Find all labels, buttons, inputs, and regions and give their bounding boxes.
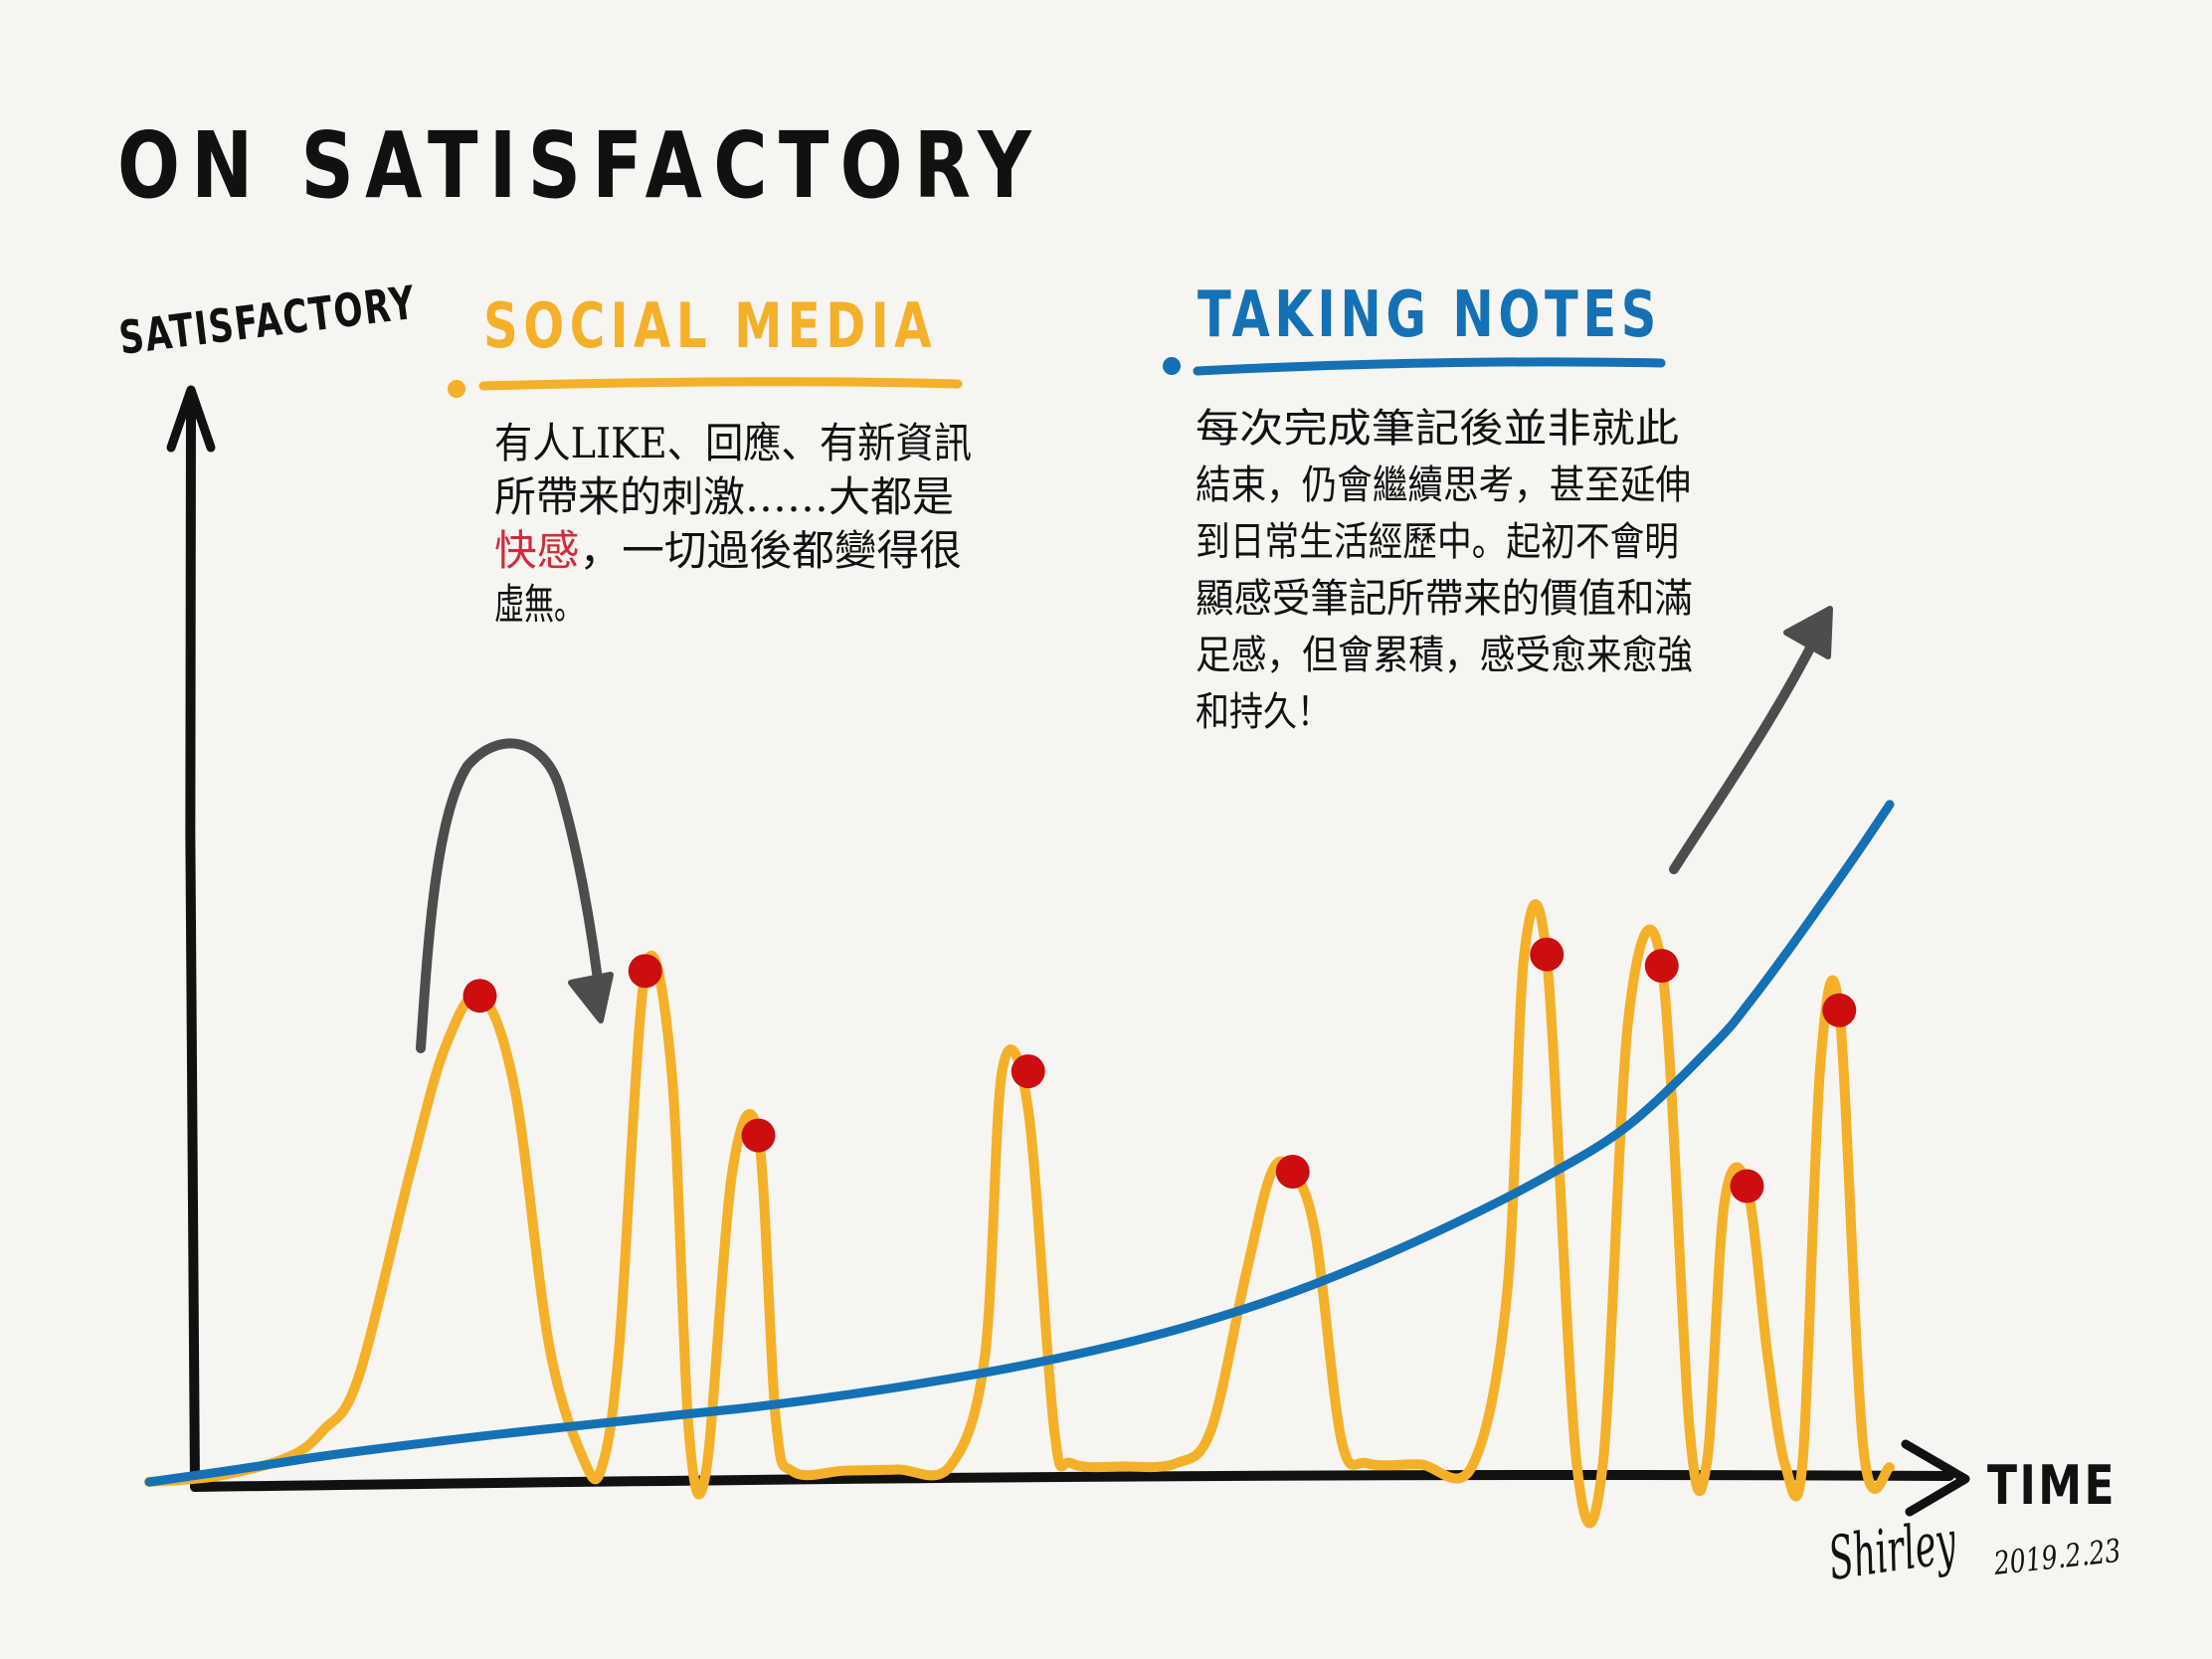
social-media-line xyxy=(144,899,1895,1529)
peak-dot-9 xyxy=(1822,993,1857,1027)
peak-dot-5 xyxy=(1275,1155,1310,1189)
social-media-series xyxy=(144,377,1895,1529)
date-label: 2019.2.23 xyxy=(1991,1532,2122,1582)
trend-arrows xyxy=(416,606,1833,1053)
x-axis-label: TIME xyxy=(1987,1454,2117,1517)
highlight-text: 快感 xyxy=(494,526,579,575)
annotation-text: ，一切過後都變得很 xyxy=(579,526,962,575)
notes-text-line-1: 每次完成筆記後並非就此 xyxy=(1196,406,1679,452)
notes-text-line-6: 和持久！ xyxy=(1196,689,1331,735)
y-axis-arrowhead xyxy=(166,385,216,453)
y-axis-label: SATISFACTORY xyxy=(116,276,419,365)
page-title: ON SATISFACTORY xyxy=(117,112,1042,219)
taking-notes-underline xyxy=(1193,357,1666,376)
peak-dot-6 xyxy=(1530,937,1565,972)
notes-text-line-3: 到日常生活經歷中。起初不會明 xyxy=(1196,519,1679,565)
taking-notes-heading: TAKING NOTES xyxy=(1198,278,1661,352)
peak-dot-3 xyxy=(741,1118,776,1153)
peak-dot-2 xyxy=(628,954,662,989)
notes-text-line-5: 足感，但會累積，感受愈来愈強 xyxy=(1196,633,1693,678)
social-text-line-4: 虛無。 xyxy=(494,580,584,629)
growth-arrow xyxy=(1669,632,1821,874)
social-media-heading: SOCIAL MEDIA xyxy=(483,289,937,362)
taking-notes-annotation: 每次完成筆記後並非就此結束，仍會繼續思考，甚至延伸到日常生活經歷中。起初不會明顯… xyxy=(1196,406,1693,735)
x-axis-arrowhead xyxy=(1901,1439,1970,1517)
growth-arrowhead xyxy=(1783,606,1833,659)
notes-text-line-2: 結束，仍會繼續思考，甚至延伸 xyxy=(1196,462,1691,508)
social-text-line-2: 所帶来的刺激……大都是 xyxy=(494,472,954,521)
notes-text-line-4: 顯感受筆記所帶来的價值和滿 xyxy=(1196,576,1693,622)
social-text-line-3: 快感，一切過後都變得很 xyxy=(494,526,962,575)
taking-notes-series xyxy=(144,357,1895,1487)
axes xyxy=(166,385,1970,1517)
social-text-line-1: 有人LIKE、回應、有新資訊 xyxy=(494,419,972,467)
rise-fall-arrowhead xyxy=(568,972,614,1023)
peak-dot-1 xyxy=(462,979,497,1014)
rise-fall-arrow xyxy=(416,738,606,1053)
peak-dot-8 xyxy=(1730,1169,1764,1203)
taking-notes-bullet xyxy=(1163,357,1181,375)
signature: Shirley xyxy=(1824,1508,1960,1594)
social-media-bullet xyxy=(448,380,465,398)
labels-and-annotations: ON SATISFACTORY SATISFACTORY TIME SOCIAL… xyxy=(116,112,2122,1594)
taking-notes-line xyxy=(144,800,1895,1487)
y-axis-line xyxy=(185,403,200,1492)
x-axis-line xyxy=(190,1469,1954,1492)
peak-dot-4 xyxy=(1011,1054,1045,1089)
peak-dot-7 xyxy=(1644,949,1679,984)
social-media-underline xyxy=(478,377,963,391)
